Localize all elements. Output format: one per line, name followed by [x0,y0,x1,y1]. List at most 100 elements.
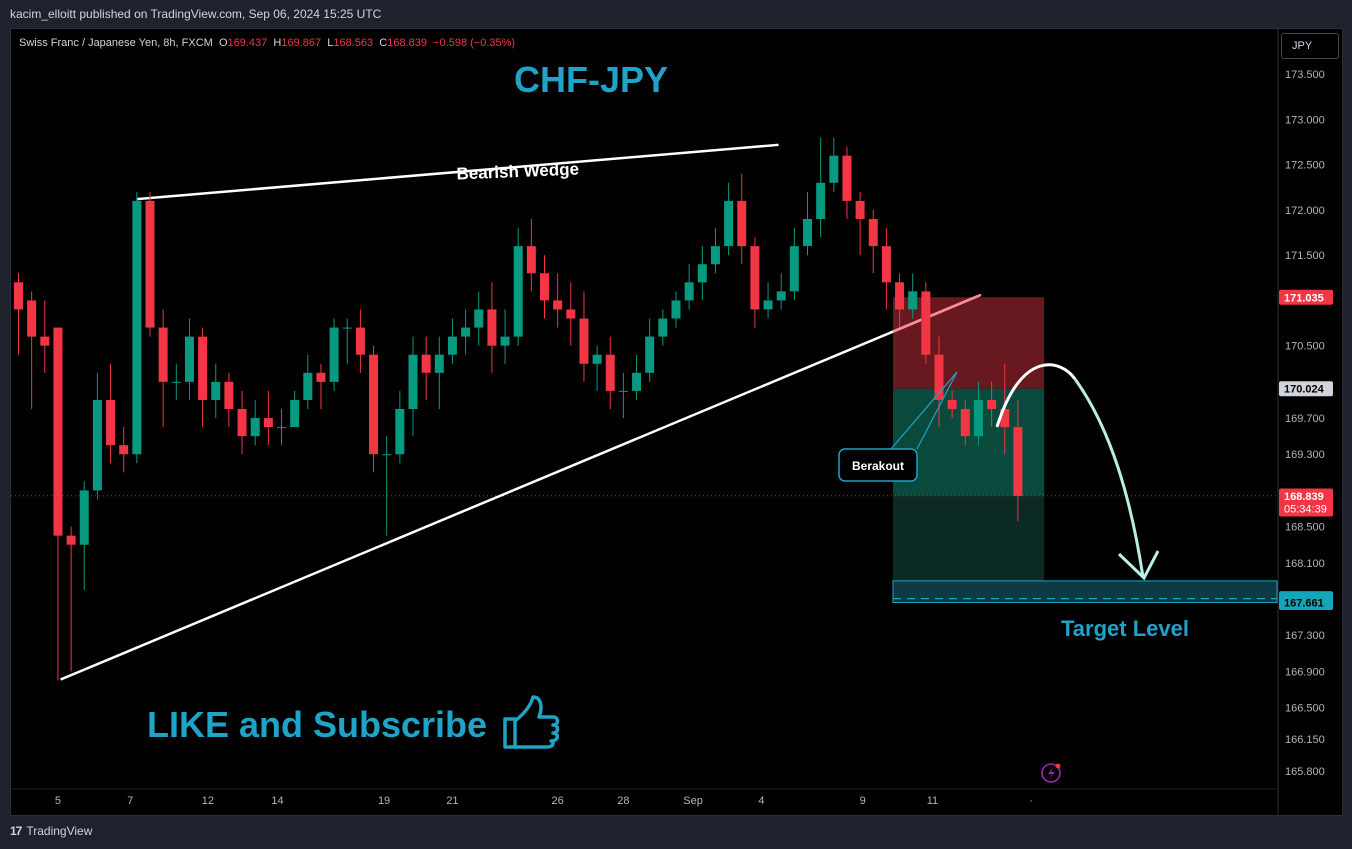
candle-body [829,155,839,183]
candle-body [474,309,484,328]
price-tick-label: 172.000 [1285,205,1325,217]
price-tick-label: 173.000 [1285,114,1325,126]
candle-body [132,200,142,455]
candle-body [842,155,852,201]
thumb-cuff [503,717,517,749]
time-tick-label: 11 [927,795,938,807]
price-tick-label: 165.800 [1285,766,1325,778]
candle-body [342,327,352,329]
candle-body [92,399,102,491]
price-tick-label: 173.500 [1285,69,1325,81]
chart-area[interactable]: 173.500 173.000 172.500 172.000 171.500 170.5… [10,28,1343,816]
price-label-entry: 170.024 [1284,384,1325,396]
thumbs-up-icon [503,695,560,749]
candle-body [697,264,707,283]
candle-body [540,273,549,301]
target-label: Target Level [1061,616,1189,641]
candle-body [921,291,931,355]
wedge-lower-line [60,294,979,681]
price-axis: 173.500 173.000 172.500 172.000 171.500 170.5… [1277,29,1333,815]
currency-button[interactable]: JPY [1281,33,1339,59]
price-tick-label: 166.900 [1285,666,1325,678]
candle-body [855,200,865,219]
price-label-stop: 171.035 [1284,292,1324,304]
candle-body [79,490,89,545]
candle-body [14,282,23,310]
candlestick-chart[interactable]: 173.500 173.000 172.500 172.000 171.500 170.5… [11,29,1342,815]
time-tick-label: 28 [617,795,629,807]
candle-body [710,246,720,265]
candle-body [395,409,405,455]
candle-body [447,336,457,355]
close-label: C [379,37,388,49]
candle-body [881,246,891,283]
time-tick-label: 21 [446,795,458,807]
time-tick-label: 9 [860,795,866,807]
close-value: 168.839 [387,37,427,49]
footer-brand[interactable]: TradingView [26,824,93,838]
candle-body [605,354,615,391]
price-tick-label: 171.500 [1285,250,1325,262]
lightning-bolt [1048,767,1055,779]
projection-arc [995,363,1077,428]
candle-body [645,336,655,373]
wedge-upper-line [136,143,779,201]
price-label-target: 167.661 [1284,598,1324,610]
candle-body [408,354,418,409]
price-tick-label: 166.500 [1285,703,1325,715]
price-tick-label: 168.500 [1285,522,1325,534]
candle-body [987,399,997,409]
high-value: 169.867 [281,37,322,49]
candle-body [250,418,260,437]
time-tick-label: 19 [378,795,390,807]
breakout-label: Berakout [852,459,904,473]
candle-body [198,336,208,400]
publisher-line: kacim_elloitt published on TradingView.c… [10,7,382,21]
target-band [892,580,1278,604]
candle-body [632,372,642,391]
candle-body [526,246,536,274]
low-label: L [327,37,334,49]
time-tick-label: 4 [758,795,764,807]
wedge-label: Bearish Wedge [456,160,579,184]
candles [14,137,1023,681]
time-tick-label: 14 [271,795,283,807]
candle-body [776,291,786,301]
candle-body [868,219,878,247]
projection-drop [1073,378,1145,578]
candle-body [671,300,681,319]
candle-body [303,372,313,400]
candle-body [934,354,944,400]
candle-body [1000,409,1010,428]
chart-title: CHF-JPY [514,59,668,100]
candle-body [158,327,168,382]
candle-body [211,381,221,400]
thumb-hand [513,695,560,749]
high-label: H [273,37,282,49]
time-tick-label: · [1029,795,1033,807]
price-label-last: 168.839 [1284,491,1324,503]
candle-body [816,182,826,219]
tradingview-logo-icon[interactable]: 17 [10,824,22,838]
candle-body [487,309,497,346]
candle-body [737,200,747,247]
candle-body [960,409,970,437]
notification-dot [1055,763,1061,769]
cta-label: LIKE and Subscribe [147,704,487,745]
time-tick-label: 12 [202,795,214,807]
candle-body [684,282,694,301]
breakout-box [838,448,918,482]
lightning-ring [1041,763,1061,783]
price-label-box [1279,381,1333,397]
annotations: CHF-JPY Bearish Wedge Berakout Target Level… [147,59,1189,783]
open-label: O [218,37,228,49]
candle-body [27,300,37,337]
candle-body [369,354,379,455]
candle-body [566,309,576,319]
time-tick-label: 5 [55,795,61,807]
candle-body [316,372,326,382]
time-axis: 5 7 12 14 19 21 26 28 Sep 4 9 11 · [11,788,1279,807]
price-tick-label: 170.500 [1285,341,1325,353]
arrow-head-icon [1117,550,1160,581]
candle-body [171,381,181,383]
